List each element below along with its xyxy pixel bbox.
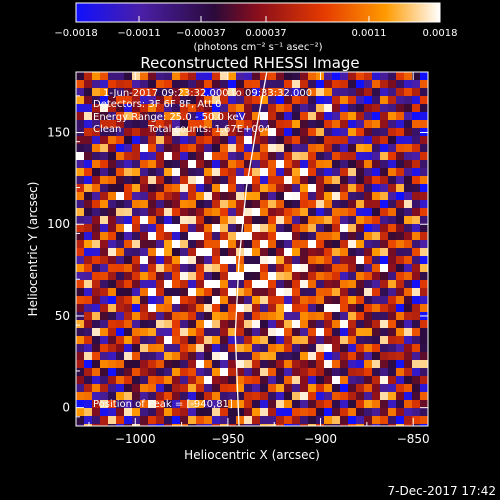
colorbar-units: (photons cm⁻² s⁻¹ asec⁻²) [193, 42, 322, 53]
annotation-method: Clean [93, 124, 121, 135]
x-tick-label: −950 [211, 432, 244, 446]
x-tick-label: −900 [304, 432, 337, 446]
heatmap-image [76, 72, 428, 426]
annotation-time-range: 1-Jun-2017 09:23:32.000 to 09:33:32.000 [103, 88, 312, 99]
x-axis-label: Heliocentric X (arcsec) [184, 448, 320, 462]
annotation-energy: Energy Range: 25.0 - 50.0 keV [93, 112, 246, 123]
y-tick-label: 0 [62, 401, 70, 415]
colorbar-tick-label: 0.0011 [352, 28, 387, 39]
plot-frame [75, 71, 429, 427]
y-tick-label: 50 [55, 309, 70, 323]
chart-title: Reconstructed RHESSI Image [140, 54, 359, 72]
colorbar-tick-label: −0.0018 [54, 28, 97, 39]
colorbar [75, 2, 441, 23]
colorbar-tick-label: −0.0011 [117, 28, 160, 39]
y-tick-label: 100 [47, 217, 70, 231]
y-axis-label: Heliocentric Y (arcsec) [26, 182, 40, 317]
annotation-counts: Total counts: 1.67E+004 [147, 124, 271, 135]
colorbar-tick-label: 0.00037 [245, 28, 286, 39]
x-tick-label: −1000 [115, 432, 156, 446]
solar-limb-curve [234, 72, 268, 426]
colorbar-tick-label: −0.00037 [176, 28, 226, 39]
annotation-detectors: Detectors: 3F 6F 8F, Att 0 [93, 99, 221, 110]
annotations: 1-Jun-2017 09:23:32.000 to 09:33:32.000 … [93, 88, 312, 410]
y-tick-label: 150 [47, 126, 70, 140]
y-axis-ticks: 0 50 100 150 [47, 95, 428, 418]
x-tick-label: −850 [397, 432, 430, 446]
x-axis-ticks: −1000 −950 −900 −850 [88, 72, 430, 446]
annotation-peak: Position of Peak = [-940,81] [93, 399, 233, 410]
colorbar-tick-label: 0.0018 [423, 28, 458, 39]
footer-timestamp: 7-Dec-2017 17:42 [388, 484, 496, 498]
colorbar-ticks: −0.0018 −0.0011 −0.00037 0.00037 0.0011 0.001… [54, 16, 458, 39]
